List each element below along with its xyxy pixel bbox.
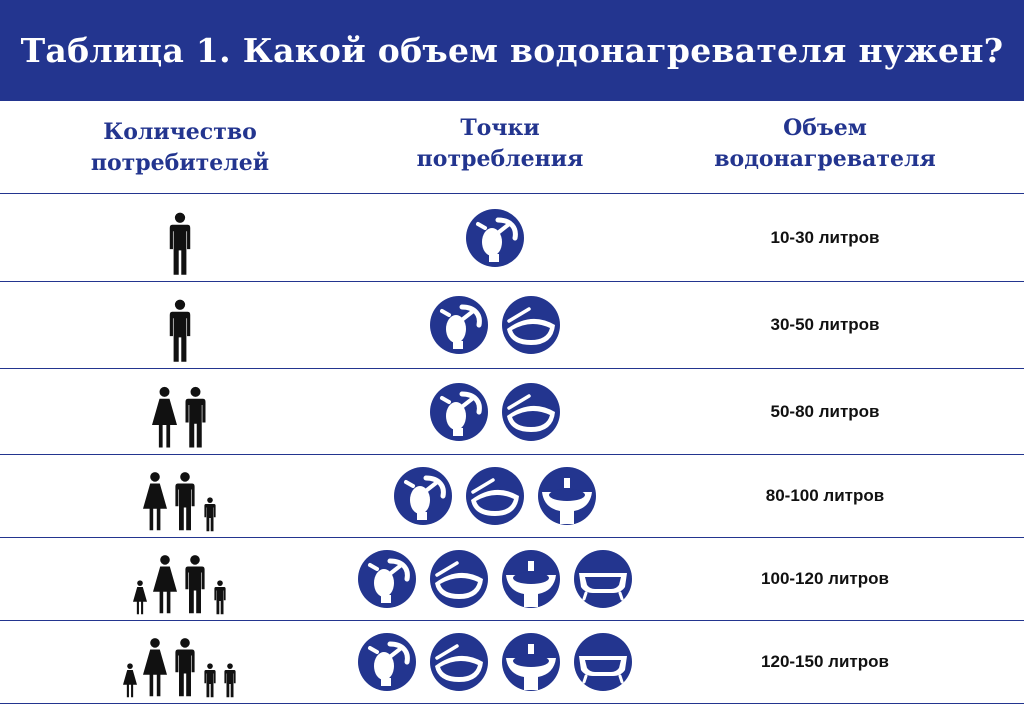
man-icon xyxy=(175,472,195,531)
sink-icon xyxy=(502,633,560,691)
bathtub-icon xyxy=(574,550,632,608)
woman-icon xyxy=(143,638,167,697)
header-volume-line-1: Объем xyxy=(783,115,867,141)
man-icon xyxy=(169,212,191,275)
points-cell xyxy=(360,369,630,454)
boy-icon xyxy=(224,663,236,698)
volume-cell: 100-120 литров xyxy=(761,569,889,588)
consumers-cell xyxy=(0,194,360,281)
man-icon xyxy=(175,638,195,697)
shower-icon xyxy=(502,382,560,441)
title-bar: Таблица 1. Какой объем водонагревателя н… xyxy=(0,0,1024,101)
points-cell xyxy=(360,455,630,537)
consumers-cell xyxy=(0,282,360,368)
header-points-line-1: Точки xyxy=(460,115,540,141)
shower-icon xyxy=(430,633,488,691)
points-cell xyxy=(358,621,632,703)
consumers-cell xyxy=(0,369,360,454)
girl-icon xyxy=(133,580,147,615)
woman-icon xyxy=(143,472,167,531)
table-row: 50-80 литров xyxy=(0,369,1024,454)
table-row: 100-120 литров xyxy=(0,538,1024,620)
table-row: 80-100 литров xyxy=(0,455,1024,537)
row-divider xyxy=(0,281,1024,282)
shower-icon xyxy=(502,296,560,354)
consumers-cell xyxy=(0,455,360,537)
faucet-icon xyxy=(358,550,416,608)
header-points-line-2: потребления xyxy=(416,146,584,172)
man-icon xyxy=(185,555,205,614)
consumers-cell xyxy=(0,538,360,620)
volume-cell: 50-80 литров xyxy=(770,401,880,421)
consumers-cell xyxy=(0,621,360,703)
row-divider xyxy=(0,368,1024,369)
shower-icon xyxy=(430,550,488,608)
row-divider xyxy=(0,454,1024,455)
table-row: 120-150 литров xyxy=(0,621,1024,703)
shower-icon xyxy=(466,467,524,525)
boy-icon xyxy=(204,497,216,532)
row-divider xyxy=(0,620,1024,621)
boy-icon xyxy=(214,580,226,615)
header-consumers-line-1: Количество xyxy=(103,119,257,145)
header-consumers: Количество потребителей xyxy=(0,108,360,188)
man-icon xyxy=(169,299,191,362)
woman-icon xyxy=(153,555,177,614)
woman-icon xyxy=(152,386,177,448)
volume-cell: 120-150 литров xyxy=(761,652,889,671)
faucet-icon xyxy=(394,467,452,525)
boy-icon xyxy=(204,663,216,698)
row-divider xyxy=(0,193,1024,194)
faucet-icon xyxy=(430,382,488,441)
points-cell xyxy=(358,538,632,620)
bathtub-icon xyxy=(574,633,632,691)
header-volume-line-2: водонагревателя xyxy=(714,146,936,172)
volume-cell: 10-30 литров xyxy=(770,227,880,247)
header-volume: Объем водонагревателя xyxy=(690,104,960,184)
points-cell xyxy=(360,282,630,368)
page-title: Таблица 1. Какой объем водонагревателя н… xyxy=(20,31,1004,70)
volume-cell: 80-100 литров xyxy=(765,486,885,505)
table-row: 10-30 литров xyxy=(0,194,1024,281)
girl-icon xyxy=(123,663,137,698)
faucet-icon xyxy=(430,296,488,354)
header-points: Точки потребления xyxy=(370,104,630,184)
faucet-icon xyxy=(358,633,416,691)
row-divider xyxy=(0,537,1024,538)
points-cell xyxy=(360,194,630,281)
sink-icon xyxy=(538,467,596,525)
faucet-icon xyxy=(466,208,524,267)
volume-cell: 30-50 литров xyxy=(770,315,880,334)
sink-icon xyxy=(502,550,560,608)
man-icon xyxy=(185,386,206,448)
table-row: 30-50 литров xyxy=(0,282,1024,368)
header-consumers-line-2: потребителей xyxy=(90,150,270,176)
row-divider xyxy=(0,703,1024,704)
